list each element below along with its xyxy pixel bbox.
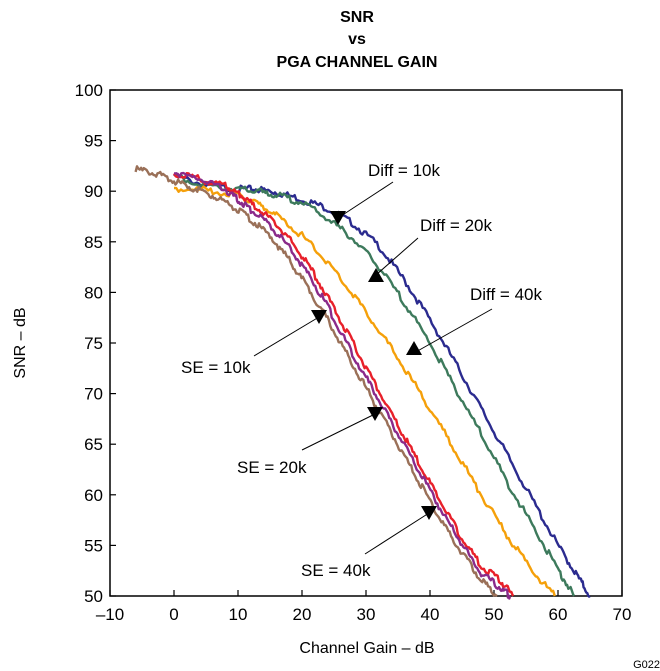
annotation-label-diff-40k: Diff = 40k [470, 285, 542, 304]
annotation-leader-diff-10k [338, 182, 393, 218]
x-tick-label: 20 [293, 605, 312, 624]
y-axis-label: SNR – dB [12, 307, 29, 378]
chart-title-line-1: SNR [340, 9, 374, 26]
y-tick-label: 85 [84, 233, 103, 252]
annotation-label-se-20k: SE = 20k [237, 458, 307, 477]
y-tick-label: 75 [84, 334, 103, 353]
x-tick-label: 60 [549, 605, 568, 624]
chart-title-line-2: vs [348, 31, 366, 48]
annotation-label-se-10k: SE = 10k [181, 358, 251, 377]
y-tick-label: 100 [75, 81, 103, 100]
figure-code: G022 [633, 659, 660, 671]
x-tick-label: –10 [96, 605, 124, 624]
x-tick-label: 40 [421, 605, 440, 624]
x-axis-label: Channel Gain – dB [299, 640, 434, 657]
annotation-leader-se-10k [254, 317, 319, 356]
y-tick-label: 55 [84, 536, 103, 555]
x-tick-label: 70 [613, 605, 632, 624]
annotation-label-diff-10k: Diff = 10k [368, 161, 440, 180]
arrowhead-se-10k [311, 310, 327, 324]
series-line-diff-10k [174, 173, 590, 596]
annotation-leader-se-20k [302, 414, 375, 450]
chart-title-line-3: PGA CHANNEL GAIN [277, 54, 438, 71]
x-tick-label: 30 [357, 605, 376, 624]
annotation-leader-se-40k [365, 513, 429, 554]
y-tick-label: 60 [84, 486, 103, 505]
annotation-label-diff-20k: Diff = 20k [420, 216, 492, 235]
y-tick-label: 95 [84, 132, 103, 151]
series-line-se-10k [174, 173, 513, 596]
y-tick-label: 65 [84, 435, 103, 454]
y-tick-label: 80 [84, 283, 103, 302]
series-line-se-20k [174, 173, 510, 599]
annotation-label-se-40k: SE = 40k [301, 561, 371, 580]
y-tick-label: 90 [84, 182, 103, 201]
y-tick-label: 70 [84, 385, 103, 404]
annotation-leader-diff-40k [414, 309, 492, 353]
arrowhead-diff-40k [406, 341, 422, 355]
x-tick-label: 0 [169, 605, 178, 624]
x-tick-label: 50 [485, 605, 504, 624]
x-tick-label: 10 [229, 605, 248, 624]
y-tick-label: 50 [84, 587, 103, 606]
